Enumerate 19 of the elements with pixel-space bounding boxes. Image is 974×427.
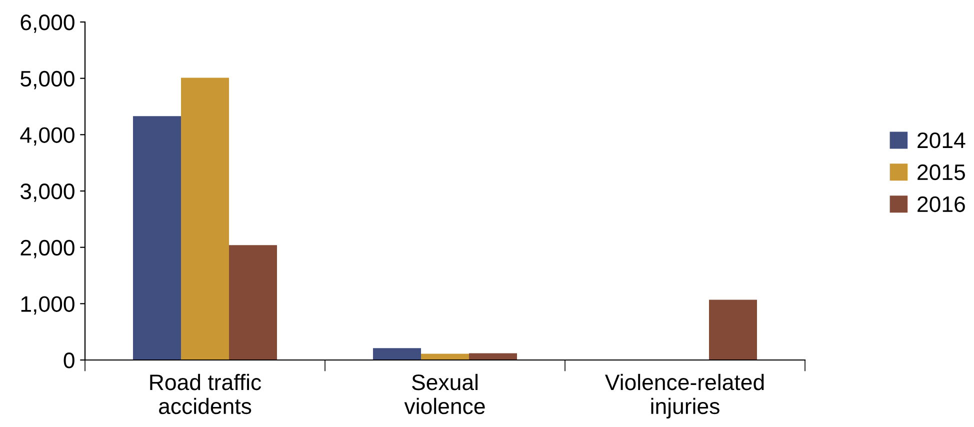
- x-tick-label: Sexual violence: [404, 374, 485, 414]
- bar: [229, 245, 277, 360]
- y-tick-label: 1,000: [21, 296, 74, 315]
- y-tick-label: 0: [64, 352, 74, 368]
- bar: [469, 353, 517, 360]
- bar: [133, 116, 181, 360]
- y-tick-label: 4,000: [20, 127, 74, 146]
- bar: [181, 78, 229, 360]
- x-tick-label: Road traffic accidents: [150, 374, 262, 414]
- legend-label: 2016: [918, 196, 965, 212]
- y-tick-label: 6,000: [20, 14, 74, 33]
- x-tick-label: Violence-related injuries: [605, 374, 764, 419]
- bar: [373, 348, 421, 360]
- y-tick-label: 2,000: [20, 240, 74, 258]
- legend-label: 2015: [918, 164, 965, 180]
- bar: [709, 300, 757, 360]
- legend-label: 2014: [918, 132, 966, 148]
- y-tick-label: 5,000: [20, 70, 74, 90]
- y-tick-label: 3,000: [20, 184, 74, 202]
